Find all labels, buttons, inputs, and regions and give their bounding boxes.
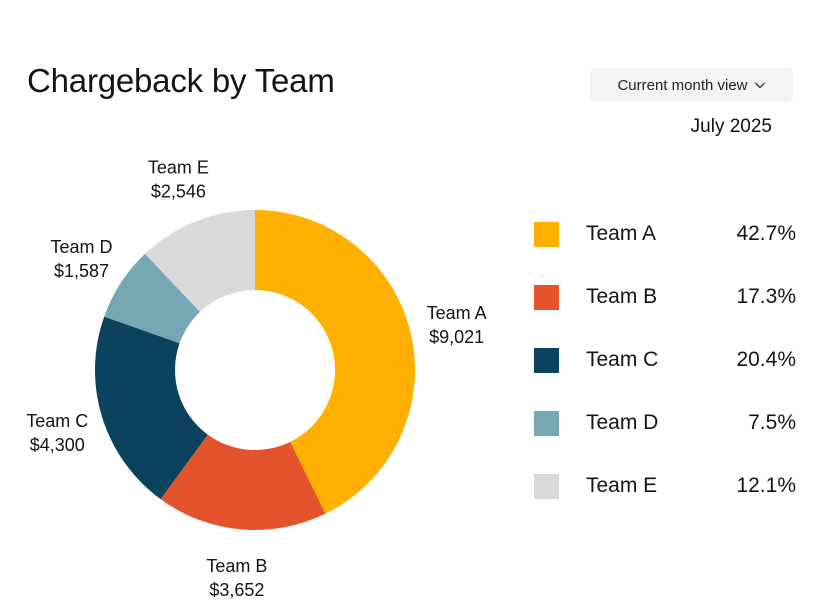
slice-label-value: $2,546 (151, 182, 206, 202)
legend-label: Team A (586, 222, 657, 245)
slice-label-name: Team D (50, 237, 112, 257)
slice-team-b (160, 434, 326, 530)
legend-item: Team D 7.5% (534, 409, 796, 437)
legend-swatch (534, 410, 559, 436)
slice-team-c (95, 316, 208, 500)
slice-team-e (145, 210, 255, 312)
slice-label-name: Team A (427, 303, 487, 323)
legend-percentage: 17.3% (736, 285, 796, 308)
legend-item: Team C 20.4% (534, 346, 796, 374)
chevron-down-icon (754, 82, 765, 89)
legend-item: Team B 17.3% (534, 283, 796, 311)
slice-label-value: $3,652 (209, 580, 264, 600)
legend-label: Team D (586, 411, 659, 434)
legend-percentage: 7.5% (748, 411, 796, 434)
slice-label-name: Team C (26, 411, 88, 431)
slice-label-name: Team E (148, 158, 209, 178)
legend-label: Team E (586, 474, 658, 497)
view-selector-label: Current month view (617, 76, 748, 94)
legend-label: Team B (586, 285, 658, 308)
legend-percentage: 20.4% (736, 348, 796, 371)
legend-swatch (534, 347, 559, 373)
donut-chart: Team A $9,021 Team B $3,652 Team C $4,300 Team… (26, 158, 487, 600)
legend-swatch (534, 221, 559, 247)
slice-team-d (104, 253, 201, 344)
legend-percentage: 42.7% (736, 222, 796, 245)
legend-swatch (534, 473, 559, 499)
legend-label: Team C (586, 348, 659, 371)
view-selector-button[interactable]: Current month view (590, 68, 793, 102)
chart-title: Chargeback by Team (27, 62, 335, 99)
legend-item: Team E 12.1% (534, 472, 796, 500)
month-label: July 2025 (690, 116, 772, 137)
slice-label-value: $1,587 (54, 261, 109, 281)
legend-percentage: 12.1% (736, 474, 796, 497)
legend-item: Team A 42.7% (534, 220, 796, 248)
slice-team-a (255, 210, 416, 514)
slice-label-value: $9,021 (429, 327, 484, 347)
legend-swatch (534, 284, 559, 310)
slice-label-value: $4,300 (30, 435, 85, 455)
slice-label-name: Team B (206, 556, 267, 576)
